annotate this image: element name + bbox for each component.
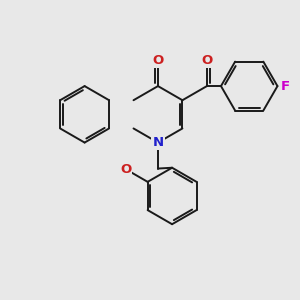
Text: O: O bbox=[152, 54, 164, 67]
Text: F: F bbox=[280, 80, 290, 93]
Text: O: O bbox=[201, 54, 212, 67]
Text: O: O bbox=[120, 163, 131, 176]
Text: N: N bbox=[152, 136, 164, 149]
